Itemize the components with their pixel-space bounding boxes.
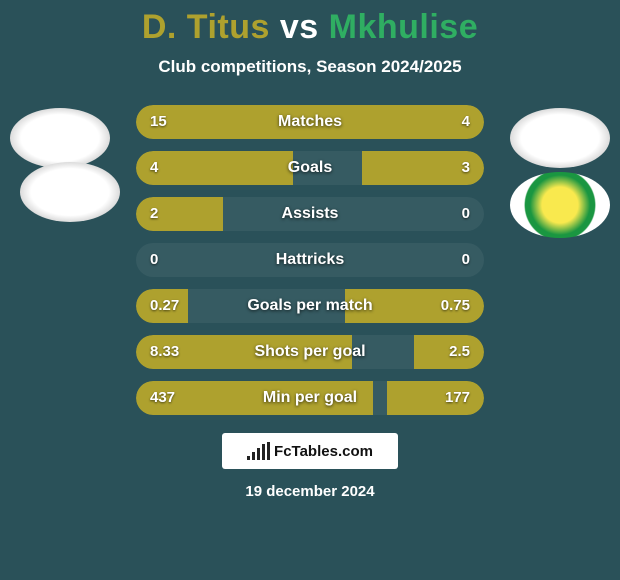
bar-chart-icon (247, 442, 270, 460)
stat-row: 00Hattricks (0, 243, 620, 277)
stats-chart: 154Matches 43Goals 20Assists 00Hattricks 0.2… (0, 105, 620, 415)
stat-label: Min per goal (136, 381, 484, 415)
stat-row: 0.270.75Goals per match (0, 289, 620, 323)
stat-label: Matches (136, 105, 484, 139)
stat-row: 154Matches (0, 105, 620, 139)
stat-label: Assists (136, 197, 484, 231)
stat-row: 8.332.5Shots per goal (0, 335, 620, 369)
brand-label: FcTables.com (274, 443, 373, 460)
stat-label: Shots per goal (136, 335, 484, 369)
brand-badge[interactable]: FcTables.com (222, 433, 398, 469)
stat-label: Goals (136, 151, 484, 185)
vs-text: vs (280, 8, 319, 46)
player2-name: Mkhulise (329, 8, 478, 46)
stat-row: 20Assists (0, 197, 620, 231)
stat-label: Hattricks (136, 243, 484, 277)
player1-name: D. Titus (142, 8, 270, 46)
date-label: 19 december 2024 (0, 483, 620, 500)
comparison-title: D. Titus vs Mkhulise (0, 0, 620, 47)
stat-row: 43Goals (0, 151, 620, 185)
stat-label: Goals per match (136, 289, 484, 323)
subtitle: Club competitions, Season 2024/2025 (0, 57, 620, 77)
stat-row: 437177Min per goal (0, 381, 620, 415)
